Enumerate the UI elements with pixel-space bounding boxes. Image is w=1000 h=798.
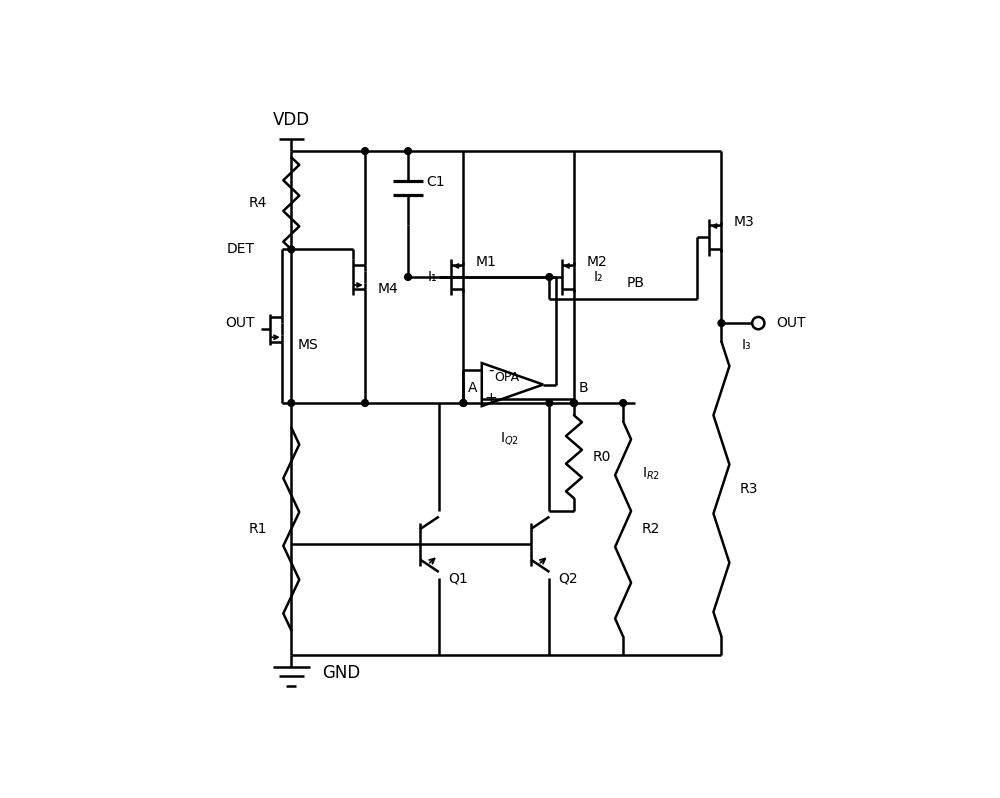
Text: Q2: Q2 (559, 571, 578, 585)
Circle shape (405, 148, 411, 155)
Circle shape (460, 400, 467, 406)
Text: I$_{Q2}$: I$_{Q2}$ (500, 430, 519, 447)
Circle shape (362, 148, 368, 155)
Circle shape (546, 274, 553, 280)
Text: A: A (468, 381, 477, 395)
Text: OUT: OUT (225, 316, 254, 330)
Text: I$_{R2}$: I$_{R2}$ (642, 465, 660, 482)
Text: R2: R2 (642, 522, 660, 536)
Circle shape (571, 400, 577, 406)
Circle shape (460, 400, 467, 406)
Text: I₁: I₁ (428, 270, 437, 284)
Circle shape (288, 246, 295, 253)
Text: M3: M3 (734, 215, 754, 229)
Text: VDD: VDD (273, 112, 310, 129)
Circle shape (718, 320, 725, 326)
Circle shape (620, 400, 626, 406)
Circle shape (405, 274, 411, 280)
Text: +: + (485, 391, 497, 406)
Text: Q1: Q1 (448, 571, 468, 585)
Text: M1: M1 (476, 255, 497, 269)
Text: MS: MS (297, 338, 318, 352)
Circle shape (546, 400, 553, 406)
Text: R1: R1 (248, 522, 267, 536)
Circle shape (362, 400, 368, 406)
Text: PB: PB (626, 276, 644, 290)
Text: R4: R4 (248, 196, 267, 211)
Text: DET: DET (226, 243, 254, 256)
Circle shape (571, 400, 577, 406)
Text: M2: M2 (586, 255, 607, 269)
Text: R0: R0 (592, 450, 611, 464)
Text: I₃: I₃ (741, 338, 751, 352)
Text: GND: GND (322, 665, 360, 682)
Text: M4: M4 (377, 282, 398, 296)
Text: R3: R3 (740, 482, 758, 496)
Circle shape (288, 400, 295, 406)
Text: OPA: OPA (494, 371, 519, 384)
Text: I₂: I₂ (594, 270, 603, 284)
Text: OUT: OUT (777, 316, 806, 330)
Text: -: - (488, 363, 494, 378)
Text: C1: C1 (426, 175, 445, 189)
Text: B: B (578, 381, 588, 395)
